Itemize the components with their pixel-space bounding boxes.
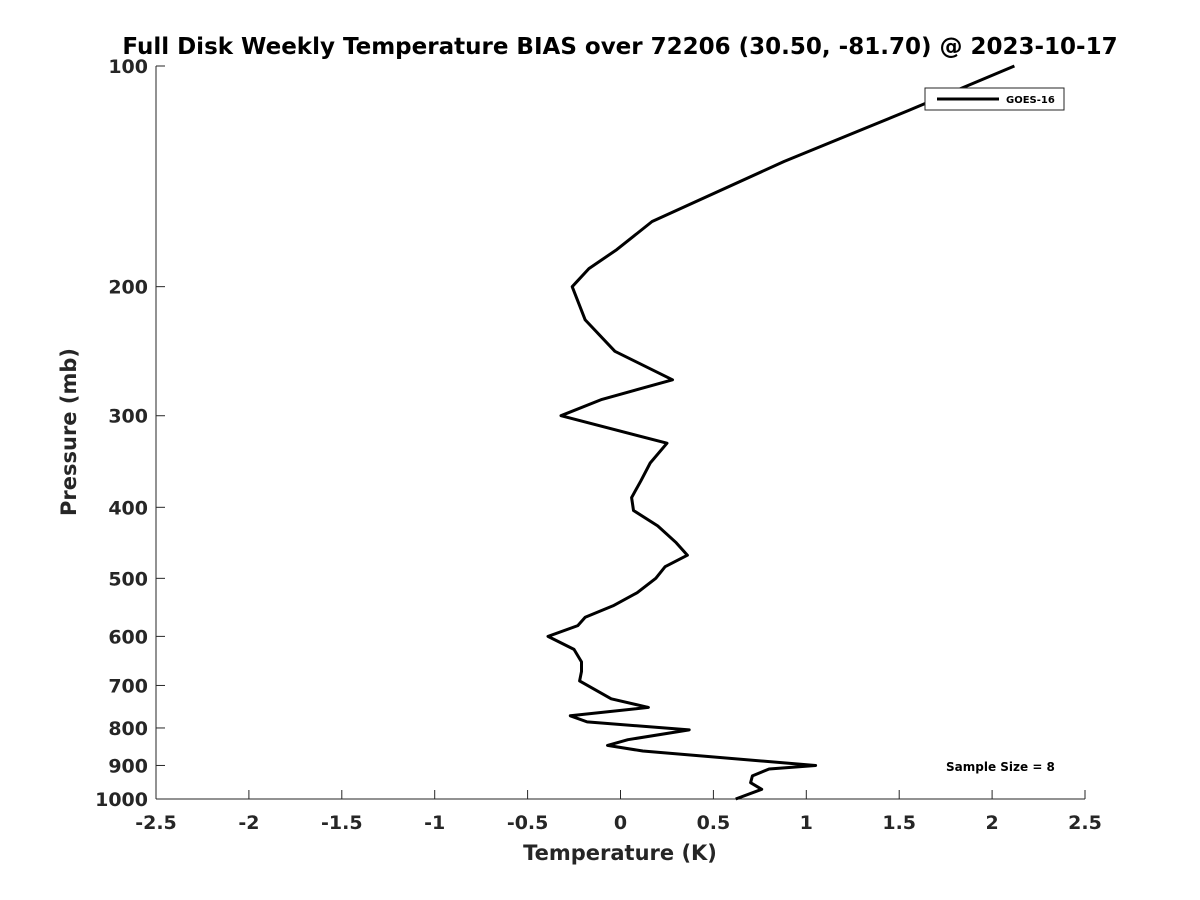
x-tick-label-3: -1 bbox=[424, 812, 445, 834]
y-tick-label-8: 900 bbox=[108, 755, 148, 777]
y-tick-label-6: 700 bbox=[108, 675, 148, 697]
y-tick-label-9: 1000 bbox=[95, 789, 148, 811]
x-tick-label-1: -2 bbox=[238, 812, 259, 834]
x-tick-label-8: 1.5 bbox=[882, 812, 916, 834]
y-axis-label: Pressure (mb) bbox=[57, 348, 81, 516]
x-tick-label-10: 2.5 bbox=[1068, 812, 1102, 834]
series-layer bbox=[546, 64, 1015, 801]
y-tick-label-3: 400 bbox=[108, 497, 148, 519]
x-tick-label-7: 1 bbox=[800, 812, 813, 834]
x-tick-label-2: -1.5 bbox=[321, 812, 363, 834]
x-axis-ticks: -2.5 -2 -1.5 -1 -0.5 0 0.5 1 1.5 2 2.5 bbox=[135, 790, 1102, 834]
x-tick-label-4: -0.5 bbox=[507, 812, 549, 834]
x-tick-label-0: -2.5 bbox=[135, 812, 177, 834]
series-line-goes-16 bbox=[546, 64, 1015, 801]
y-axis-ticks: 100 200 300 400 500 600 700 800 900 1000 bbox=[95, 56, 165, 811]
y-tick-label-1: 200 bbox=[108, 277, 148, 299]
y-tick-label-4: 500 bbox=[108, 568, 148, 590]
chart-title: Full Disk Weekly Temperature BIAS over 7… bbox=[122, 34, 1117, 60]
y-tick-label-7: 800 bbox=[108, 718, 148, 740]
y-tick-label-5: 600 bbox=[108, 626, 148, 648]
x-tick-label-6: 0.5 bbox=[697, 812, 731, 834]
x-tick-label-9: 2 bbox=[985, 812, 998, 834]
sample-size-annotation: Sample Size = 8 bbox=[946, 760, 1055, 774]
x-axis-label: Temperature (K) bbox=[523, 841, 717, 865]
x-tick-label-5: 0 bbox=[614, 812, 627, 834]
y-tick-label-0: 100 bbox=[108, 56, 148, 78]
legend: GOES-16 bbox=[924, 87, 1065, 111]
y-tick-label-2: 300 bbox=[108, 406, 148, 428]
legend-label-goes-16: GOES-16 bbox=[1006, 95, 1055, 106]
